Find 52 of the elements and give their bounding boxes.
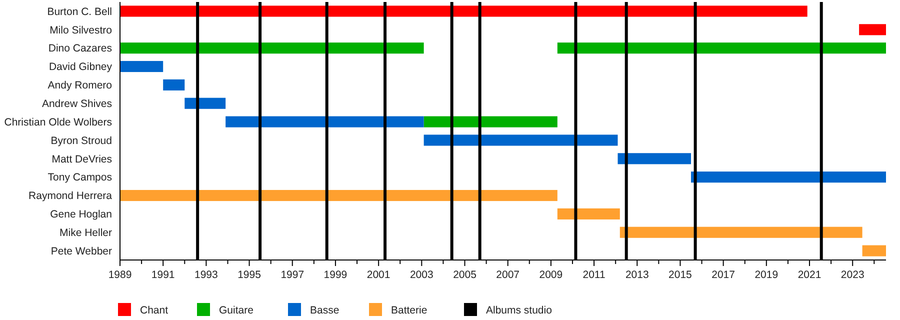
bar	[424, 134, 618, 146]
y-tick-label: David Gibney	[48, 61, 113, 74]
x-tick-label: 2011	[582, 269, 606, 281]
x-tick-label: 2003	[410, 269, 434, 281]
bar	[226, 116, 424, 128]
x-tick-label: 2005	[453, 269, 477, 281]
x-tick-label: 2001	[366, 269, 390, 281]
bar	[557, 42, 886, 54]
x-tick-label: 1997	[280, 269, 304, 281]
y-tick-label: Raymond Herrera	[28, 190, 112, 202]
x-tick-label: 1999	[324, 269, 348, 281]
legend-label: Chant	[140, 304, 168, 317]
bar	[120, 190, 558, 202]
x-tick-label: 1993	[194, 269, 218, 281]
y-tick-label: Gene Hoglan	[50, 208, 112, 221]
x-tick-label: 2015	[668, 269, 692, 281]
bar	[859, 24, 886, 36]
y-tick-label: Mike Heller	[59, 227, 112, 240]
x-tick-label: 1989	[108, 269, 132, 281]
legend-label: Albums studio	[486, 304, 552, 317]
x-tick-label: 2021	[798, 269, 822, 281]
x-tick-label: 2019	[754, 269, 778, 281]
bar	[163, 79, 185, 90]
y-tick-label: Dino Cazares	[48, 42, 112, 55]
y-tick-label: Byron Stroud	[50, 134, 112, 147]
y-tick-label: Andrew Shives	[42, 98, 112, 110]
x-tick-label: 2009	[539, 269, 563, 281]
y-tick-label: Andy Romero	[48, 80, 112, 92]
y-tick-label: Christian Olde Wolbers	[4, 116, 112, 128]
bar	[424, 116, 558, 128]
x-tick-label: 2023	[840, 269, 864, 281]
y-tick-label: Tony Campos	[48, 172, 112, 184]
y-tick-label: Milo Silvestro	[50, 24, 112, 36]
bar	[691, 172, 886, 183]
y-tick-label: Burton C. Bell	[47, 6, 112, 18]
y-tick-label: Matt DeVries	[52, 153, 112, 166]
bar	[557, 208, 620, 220]
x-tick-label: 2007	[496, 269, 520, 281]
bar	[862, 245, 886, 256]
legend-label: Basse	[310, 304, 340, 317]
x-tick-label: 1995	[238, 269, 262, 281]
legend-label: Guitare	[219, 304, 254, 317]
bar	[618, 153, 691, 164]
bar	[620, 226, 862, 238]
bar	[184, 98, 226, 109]
legend-label: Batterie	[391, 304, 428, 317]
y-tick-label: Pete Webber	[50, 245, 112, 258]
x-tick-label: 2013	[625, 269, 649, 281]
x-tick-label: 1991	[151, 269, 175, 281]
x-tick-label: 2017	[712, 269, 736, 281]
bar	[120, 60, 164, 72]
bar	[120, 42, 424, 54]
